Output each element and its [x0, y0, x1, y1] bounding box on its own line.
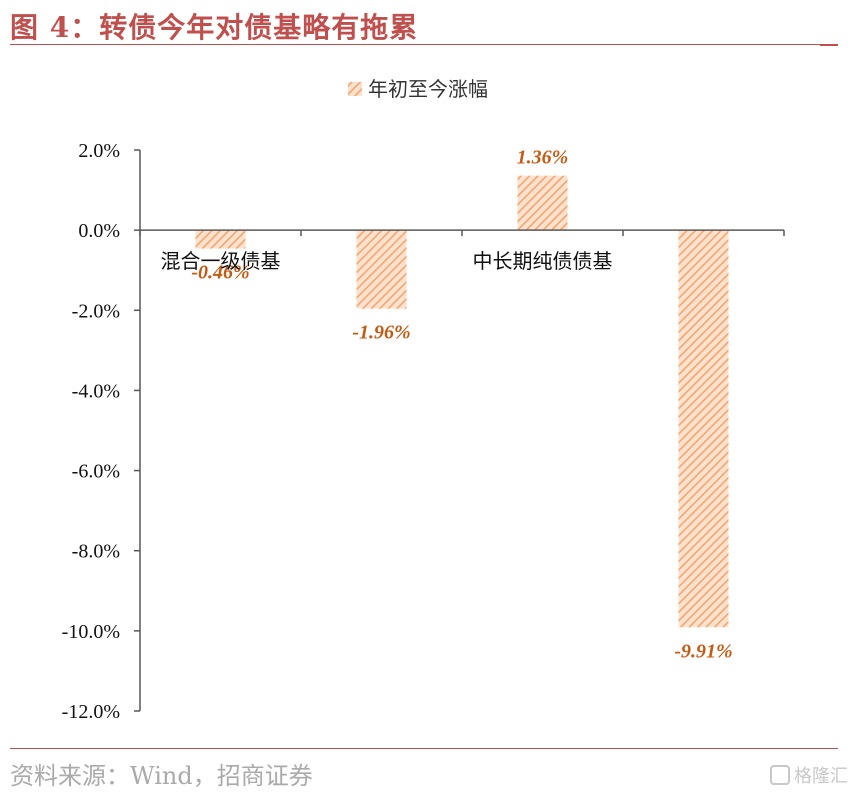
category-labels: 混合一级债基 中长期纯债债基 [161, 249, 613, 273]
logo-icon [770, 765, 790, 785]
title-divider [10, 44, 838, 45]
bar [356, 230, 407, 309]
legend-label: 年初至今涨幅 [368, 77, 488, 101]
data-labels: -0.46% -1.96% 1.36% -9.91% [191, 147, 732, 663]
category-label: 混合一级债基 [161, 249, 281, 273]
y-tick-label: -6.0% [72, 461, 120, 483]
watermark-text: 格隆汇 [794, 766, 848, 787]
chart-legend: 年初至今涨幅 [348, 77, 488, 101]
y-axis: 2.0% 0.0% -2.0% -4.0% -6.0% -8.0% -10.0% -12.0% [62, 140, 141, 723]
y-tick-label: 2.0% [78, 140, 120, 162]
title-divider-accent [820, 44, 838, 46]
bar [517, 175, 568, 231]
y-tick-label: -4.0% [72, 380, 120, 402]
watermark: 格隆汇 [770, 762, 848, 788]
y-tick-label: -2.0% [72, 300, 120, 322]
bar [195, 230, 246, 249]
y-tick-label: -12.0% [62, 701, 120, 723]
y-tick-label: 0.0% [78, 220, 120, 242]
data-label: 1.36% [517, 147, 569, 169]
x-axis [139, 229, 785, 237]
category-label: 中长期纯债债基 [473, 249, 613, 273]
source-note: 资料来源：Wind，招商证券 [10, 762, 313, 790]
y-tick-label: -8.0% [72, 541, 120, 563]
figure-title: 图 4：转债今年对债基略有拖累 [10, 11, 419, 44]
y-tick-label: -10.0% [62, 621, 120, 643]
legend-swatch [348, 82, 362, 96]
data-label: -0.46% [191, 262, 249, 284]
footer-divider [10, 748, 838, 749]
bar [678, 230, 729, 628]
data-label: -9.91% [674, 640, 732, 662]
bar-series [195, 175, 729, 628]
data-label: -1.96% [352, 322, 410, 344]
